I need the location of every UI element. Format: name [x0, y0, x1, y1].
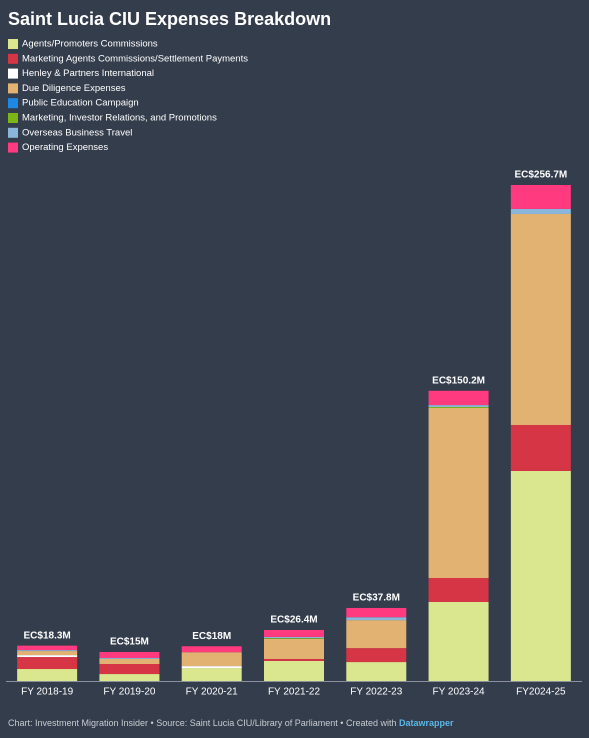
bar-segment [181, 668, 242, 681]
x-tick-label: FY 2018-19 [21, 687, 74, 698]
bar-segment [428, 578, 489, 602]
legend-swatch [8, 39, 18, 49]
legend-label: Due Diligence Expenses [22, 83, 126, 94]
total-label: EC$18M [192, 631, 231, 642]
bar-segment [510, 470, 571, 681]
total-label: EC$150.2M [432, 375, 485, 386]
bar-segment [346, 662, 407, 681]
legend-swatch [8, 98, 18, 109]
legend-swatch [8, 113, 18, 123]
bar-segment [428, 390, 489, 406]
legend-swatch [8, 83, 18, 94]
bar-segment [346, 617, 407, 621]
bar-segment [264, 638, 324, 639]
bar-segment [17, 669, 78, 681]
bar-segment [99, 658, 160, 659]
legend-label: Operating Expenses [22, 142, 108, 153]
bar-segment [99, 658, 160, 664]
x-tick-label: FY2024-25 [516, 687, 566, 698]
x-tick-label: FY 2023-24 [433, 687, 486, 698]
bar-segment [510, 424, 571, 471]
legend-swatch [8, 68, 18, 79]
legend-label: Henley & Partners International [22, 68, 154, 79]
legend-swatch [8, 53, 18, 64]
bar-segment [17, 655, 78, 658]
total-label: EC$26.4M [270, 615, 317, 626]
legend-label: Marketing, Investor Relations, and Promo… [22, 113, 217, 124]
bar-segment [17, 651, 78, 656]
bar-segment [510, 213, 571, 425]
bar-segment [346, 607, 407, 618]
footer-link[interactable]: Datawrapper [399, 718, 454, 728]
bar-segment [264, 658, 324, 661]
total-label: EC$18.3M [24, 630, 71, 641]
footer: Chart: Investment Migration Insider • So… [8, 718, 454, 728]
chart-title: Saint Lucia CIU Expenses Breakdown [8, 9, 331, 29]
legend-label: Overseas Business Travel [22, 127, 132, 138]
bar-segment [428, 407, 489, 408]
bar-segment [510, 185, 571, 209]
bar-segment [346, 620, 407, 649]
bar-segment [99, 652, 160, 659]
x-tick-label: FY 2021-22 [268, 687, 321, 698]
bar-segment [17, 645, 78, 651]
bar-segment [428, 405, 489, 408]
legend-label: Agents/Promoters Commissions [22, 39, 158, 50]
legend-label: Marketing Agents Commissions/Settlement … [22, 53, 248, 64]
legend-swatch [8, 127, 18, 138]
total-label: EC$37.8M [353, 593, 400, 604]
bar-segment [99, 674, 160, 681]
bar-segment [346, 648, 407, 663]
x-tick-label: FY 2019-20 [103, 687, 156, 698]
bar-segment [264, 638, 324, 659]
bar-segment [428, 601, 489, 681]
bar-segment [264, 660, 324, 681]
bar-segment [181, 652, 242, 667]
bar-segment [264, 629, 324, 637]
total-label: EC$15M [110, 637, 149, 648]
footer-text: Chart: Investment Migration Insider • So… [8, 718, 399, 728]
bar-segment [181, 666, 242, 669]
bar-segment [181, 646, 242, 653]
bar-segment [99, 663, 160, 675]
bar-segment [428, 407, 489, 579]
legend-swatch [8, 142, 18, 153]
bar-segment [264, 636, 324, 639]
x-tick-label: FY 2022-23 [350, 687, 403, 698]
x-tick-label: FY 2020-21 [186, 687, 239, 698]
bar-segment [510, 208, 571, 214]
total-label: EC$256.7M [514, 170, 567, 181]
bar-segment [17, 657, 78, 670]
legend-label: Public Education Campaign [22, 98, 139, 109]
bar-segment [17, 650, 78, 652]
